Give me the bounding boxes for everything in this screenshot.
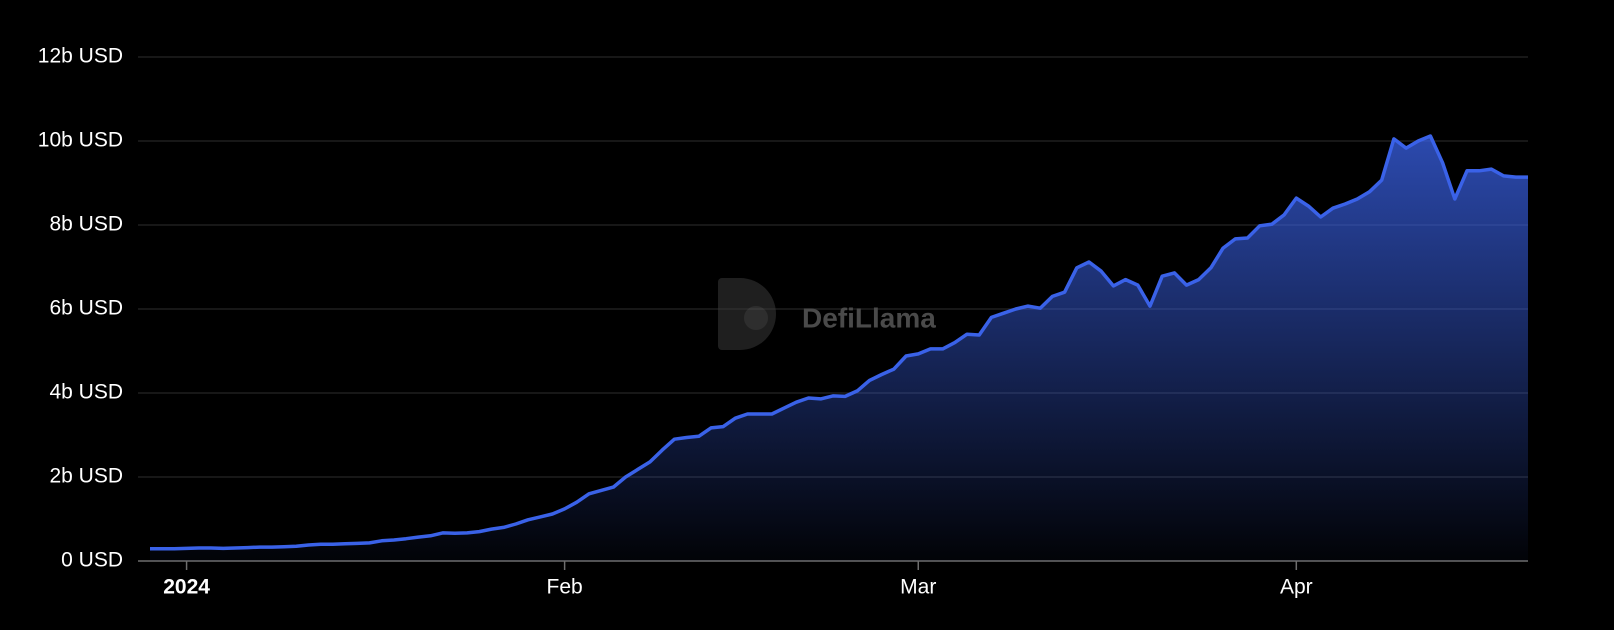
x-tick-label: Mar — [900, 576, 936, 599]
y-tick-label: 4b USD — [49, 381, 123, 404]
plot — [150, 134, 1528, 561]
y-tick-label: 8b USD — [49, 213, 123, 236]
x-tick-label: Feb — [547, 576, 583, 599]
y-tick-label: 6b USD — [49, 297, 123, 320]
area-fill — [150, 136, 1528, 561]
x-tick-label: 2024 — [163, 576, 210, 599]
watermark: DefiLlama — [802, 302, 936, 333]
watermark-logo — [718, 278, 776, 350]
y-tick-label: 0 USD — [61, 549, 123, 572]
logo-face — [744, 306, 768, 330]
y-tick-label: 10b USD — [38, 129, 123, 152]
x-tick-label: Apr — [1280, 576, 1313, 599]
y-tick-label: 2b USD — [49, 465, 123, 488]
area-line — [150, 134, 1528, 551]
y-tick-label: 12b USD — [38, 45, 123, 68]
